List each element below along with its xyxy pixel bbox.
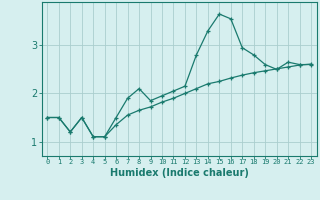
X-axis label: Humidex (Indice chaleur): Humidex (Indice chaleur) bbox=[110, 168, 249, 178]
